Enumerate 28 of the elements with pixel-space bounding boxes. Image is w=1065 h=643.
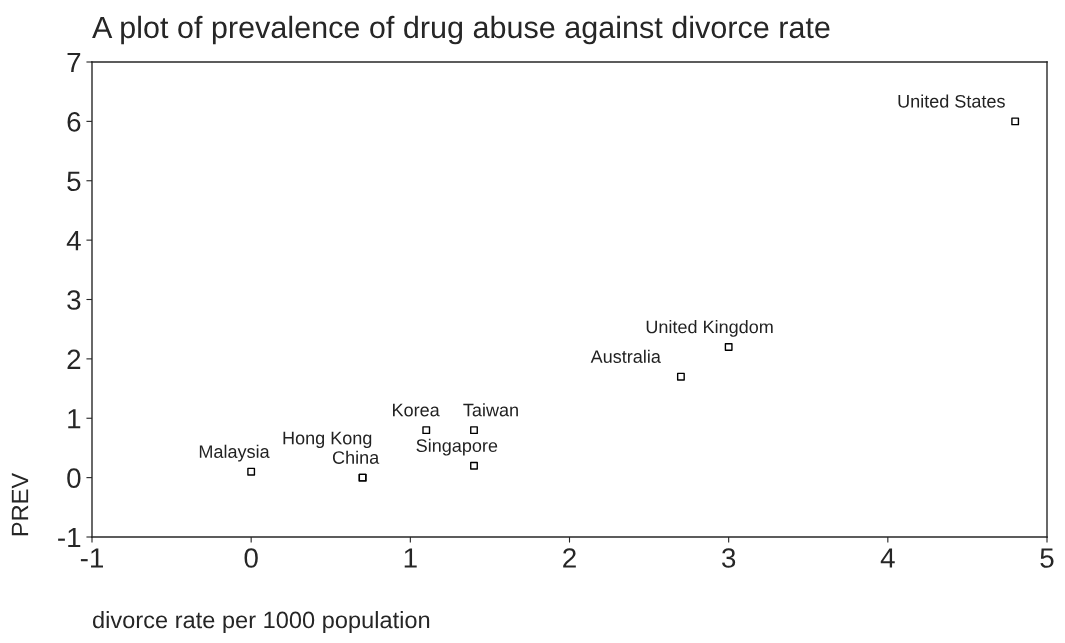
annotation: Taiwan [463,403,518,417]
x-tick-label: -1 [80,548,103,568]
annotation: Malaysia [199,444,270,462]
x-tick-label: 1 [404,548,417,568]
y-tick-label: 3 [67,290,81,310]
annotation: Singapore [416,438,498,456]
annotation: United States [898,94,1005,108]
y-tick-label: 4 [66,231,81,251]
y-axis-title: PREV [11,472,29,536]
x-axis-title: divorce rate per 1000 population [92,610,430,634]
y-tick-label: 7 [67,52,81,73]
x-tick-label: 3 [722,548,736,568]
annotation: United Kingdom [646,320,773,337]
y-tick-label: -1 [58,527,81,548]
y-tick-label: 6 [67,112,81,132]
y-tick-label: 2 [67,349,81,369]
y-tick-label: 0 [67,468,81,488]
y-tick-label: 1 [68,409,81,429]
x-tick-label: 5 [1040,548,1054,568]
y-tick-label: 5 [67,171,81,192]
annotation: Hong Kong [283,431,372,449]
chart-title: A plot of prevalence of drug abuse against divorce rate [92,15,830,45]
annotation: China [332,450,380,464]
x-tick-label: 0 [244,548,258,568]
annotation: Australia [590,349,661,363]
x-tick-label: 2 [563,548,576,568]
annotation: Korea [393,403,440,417]
x-tick-label: 4 [880,548,895,568]
